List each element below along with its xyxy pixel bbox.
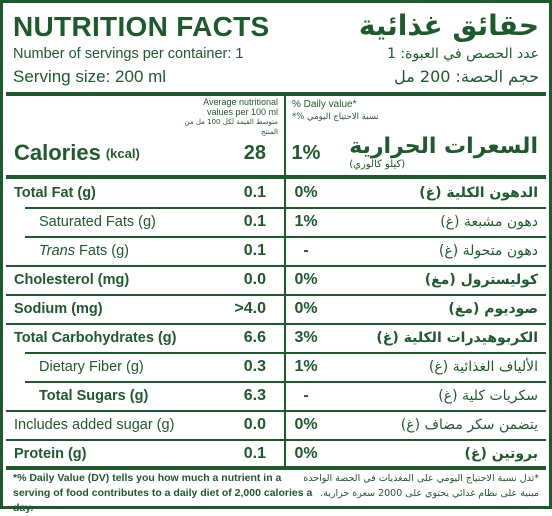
nutrient-value: 0.1 — [243, 444, 266, 462]
calories-arabic-unit: (كيلو كالوري) — [349, 159, 406, 170]
row-divider — [6, 323, 546, 325]
nutrient-row-sodium: Sodium (mg) >4.0 0% صوديوم (مغ) — [6, 295, 546, 323]
nutrient-row-total-sugars: Total Sugars (g) 6.3 - سكريات كلية (غ) — [6, 382, 546, 410]
nutrient-daily-value: - — [303, 242, 309, 259]
nutrient-daily-value: - — [303, 387, 309, 404]
calories-daily-value: 1% — [291, 141, 321, 164]
serving-size-arabic: حجم الحصة: 200 مل — [394, 67, 539, 86]
nutrient-daily-value: 0% — [294, 271, 318, 288]
calories-value: 28 — [243, 141, 266, 164]
calories-label-arabic: السعرات الحرارية (كيلو كالوري) — [349, 130, 538, 176]
row-divider — [25, 381, 546, 383]
servings-per-container-arabic: عدد الحصص في العبوة: 1 — [387, 46, 539, 62]
nutrient-label-arabic: سكريات كلية (غ) — [438, 388, 538, 404]
nutrient-daily-value: 0% — [294, 444, 318, 462]
dv-header-english: % Daily value* — [292, 99, 357, 110]
calories-arabic-text: السعرات الحرارية — [349, 134, 538, 159]
nutrient-row-protein: Protein (g) 0.1 0% بروتين (غ) — [6, 440, 546, 467]
nutrient-label: Trans Fats (g) — [39, 237, 129, 265]
nutrient-label-arabic: الكربوهيدرات الكلية (غ) — [376, 330, 538, 346]
avg-header-line1: Average nutritional — [203, 97, 278, 107]
row-divider — [6, 294, 546, 296]
calories-row: Calories (kcal) 28 1% السعرات الحرارية (… — [6, 130, 546, 176]
nutrient-value: 0.1 — [243, 184, 266, 201]
nutrient-label-arabic: الدهون الكلية (غ) — [419, 185, 538, 201]
nutrient-label-arabic: بروتين (غ) — [464, 445, 538, 462]
footnote-english: *% Daily Value (DV) tells you how much a… — [13, 471, 313, 516]
nutrient-value: 0.1 — [243, 213, 266, 230]
nutrient-label: Total Carbohydrates (g) — [14, 330, 177, 346]
thick-divider-top — [6, 92, 546, 96]
column-header-average: Average nutritional values per 100 ml مت… — [168, 97, 278, 137]
row-divider — [25, 207, 546, 209]
nutrient-daily-value: 1% — [294, 358, 318, 375]
nutrient-label-arabic: كوليسترول (مغ) — [424, 272, 538, 288]
nutrient-label: Saturated Fats (g) — [39, 214, 156, 230]
nutrient-row-cholesterol: Cholesterol (mg) 0.0 0% كوليسترول (مغ) — [6, 266, 546, 294]
title-arabic: حقائق غذائية — [358, 9, 539, 42]
nutrient-value: 0.0 — [243, 271, 266, 288]
nutrient-label: Sodium (mg) — [14, 301, 103, 317]
avg-header-arabic: متوسط القيمة لكل 100 مل من المنتج — [184, 118, 278, 136]
nutrient-value: 6.6 — [243, 329, 266, 346]
nutrient-row-dietary-fiber: Dietary Fiber (g) 0.3 1% الألياف الغذائي… — [6, 353, 546, 381]
footnote-arabic-line1: *تدل نسبة الاحتياج اليومي على المغذيات ف… — [303, 473, 539, 484]
calories-label: Calories (kcal) — [14, 130, 140, 176]
nutrient-label-arabic: يتضمن سكر مضاف (غ) — [400, 417, 538, 433]
dv-header-arabic: نسبة الاحتياج اليومي %* — [292, 112, 379, 122]
row-divider — [6, 265, 546, 267]
column-header-daily-value: % Daily value* نسبة الاحتياج اليومي %* — [292, 99, 379, 123]
nutrient-label: Total Fat (g) — [14, 185, 96, 201]
nutrient-value: >4.0 — [234, 300, 266, 317]
nutrient-daily-value: 0% — [294, 184, 318, 201]
footnote-english-line2: serving of food contributes to a daily d… — [13, 487, 313, 514]
nutrient-daily-value: 1% — [294, 213, 318, 230]
nutrient-row-trans-fats: Trans Fats (g) 0.1 - دهون متحولة (غ) — [6, 237, 546, 265]
nutrient-row-saturated-fats: Saturated Fats (g) 0.1 1% دهون مشبعة (غ) — [6, 208, 546, 236]
nutrient-label: Protein (g) — [14, 445, 87, 462]
calories-unit: (kcal) — [105, 145, 140, 161]
nutrient-row-total-carbohydrates: Total Carbohydrates (g) 6.6 3% الكربوهيد… — [6, 324, 546, 352]
footnote-arabic: *تدل نسبة الاحتياج اليومي على المغذيات ف… — [299, 471, 539, 501]
footnote-english-line1: *% Daily Value (DV) tells you how much a… — [13, 472, 282, 484]
nutrient-label: Dietary Fiber (g) — [39, 359, 144, 375]
nutrient-label-arabic: دهون متحولة (غ) — [438, 243, 538, 259]
nutrient-daily-value: 3% — [294, 329, 318, 346]
thick-divider-calories — [6, 175, 546, 179]
nutrient-daily-value: 0% — [294, 300, 318, 317]
nutrient-value: 6.3 — [243, 387, 266, 404]
nutrient-row-added-sugar: Includes added sugar (g) 0.0 0% يتضمن سك… — [6, 411, 546, 439]
row-divider — [6, 439, 546, 441]
nutrient-label-arabic: الألياف الغذائية (غ) — [428, 359, 538, 375]
column-divider — [284, 96, 286, 466]
nutrient-label-arabic: صوديوم (مغ) — [448, 301, 538, 317]
trans-label-rest: Fats (g) — [75, 243, 129, 259]
nutrient-value: 0.0 — [243, 416, 266, 433]
servings-per-container-english: Number of servings per container: 1 — [13, 46, 244, 62]
nutrient-label: Cholesterol (mg) — [14, 272, 130, 288]
nutrient-row-total-fat: Total Fat (g) 0.1 0% الدهون الكلية (غ) — [6, 179, 546, 207]
nutrient-label: Total Sugars (g) — [39, 388, 149, 404]
trans-italic-label: Trans — [39, 243, 75, 259]
nutrient-daily-value: 0% — [294, 416, 318, 433]
calories-label-text: Calories — [14, 140, 101, 165]
footnote-arabic-line2: مبنية على نظام غذائي يحتوي على 2000 سعرة… — [320, 488, 539, 499]
nutrient-value: 0.3 — [243, 358, 266, 375]
avg-header-line2: values per 100 ml — [206, 107, 278, 117]
row-divider — [6, 410, 546, 412]
serving-size-english: Serving size: 200 ml — [13, 67, 167, 86]
title-english: NUTRITION FACTS — [13, 11, 270, 42]
thick-divider-bottom — [6, 466, 546, 470]
nutrient-label: Includes added sugar (g) — [14, 417, 175, 433]
nutrient-label-arabic: دهون مشبعة (غ) — [440, 214, 538, 230]
row-divider — [25, 352, 546, 354]
nutrient-value: 0.1 — [243, 242, 266, 259]
row-divider — [25, 236, 546, 238]
